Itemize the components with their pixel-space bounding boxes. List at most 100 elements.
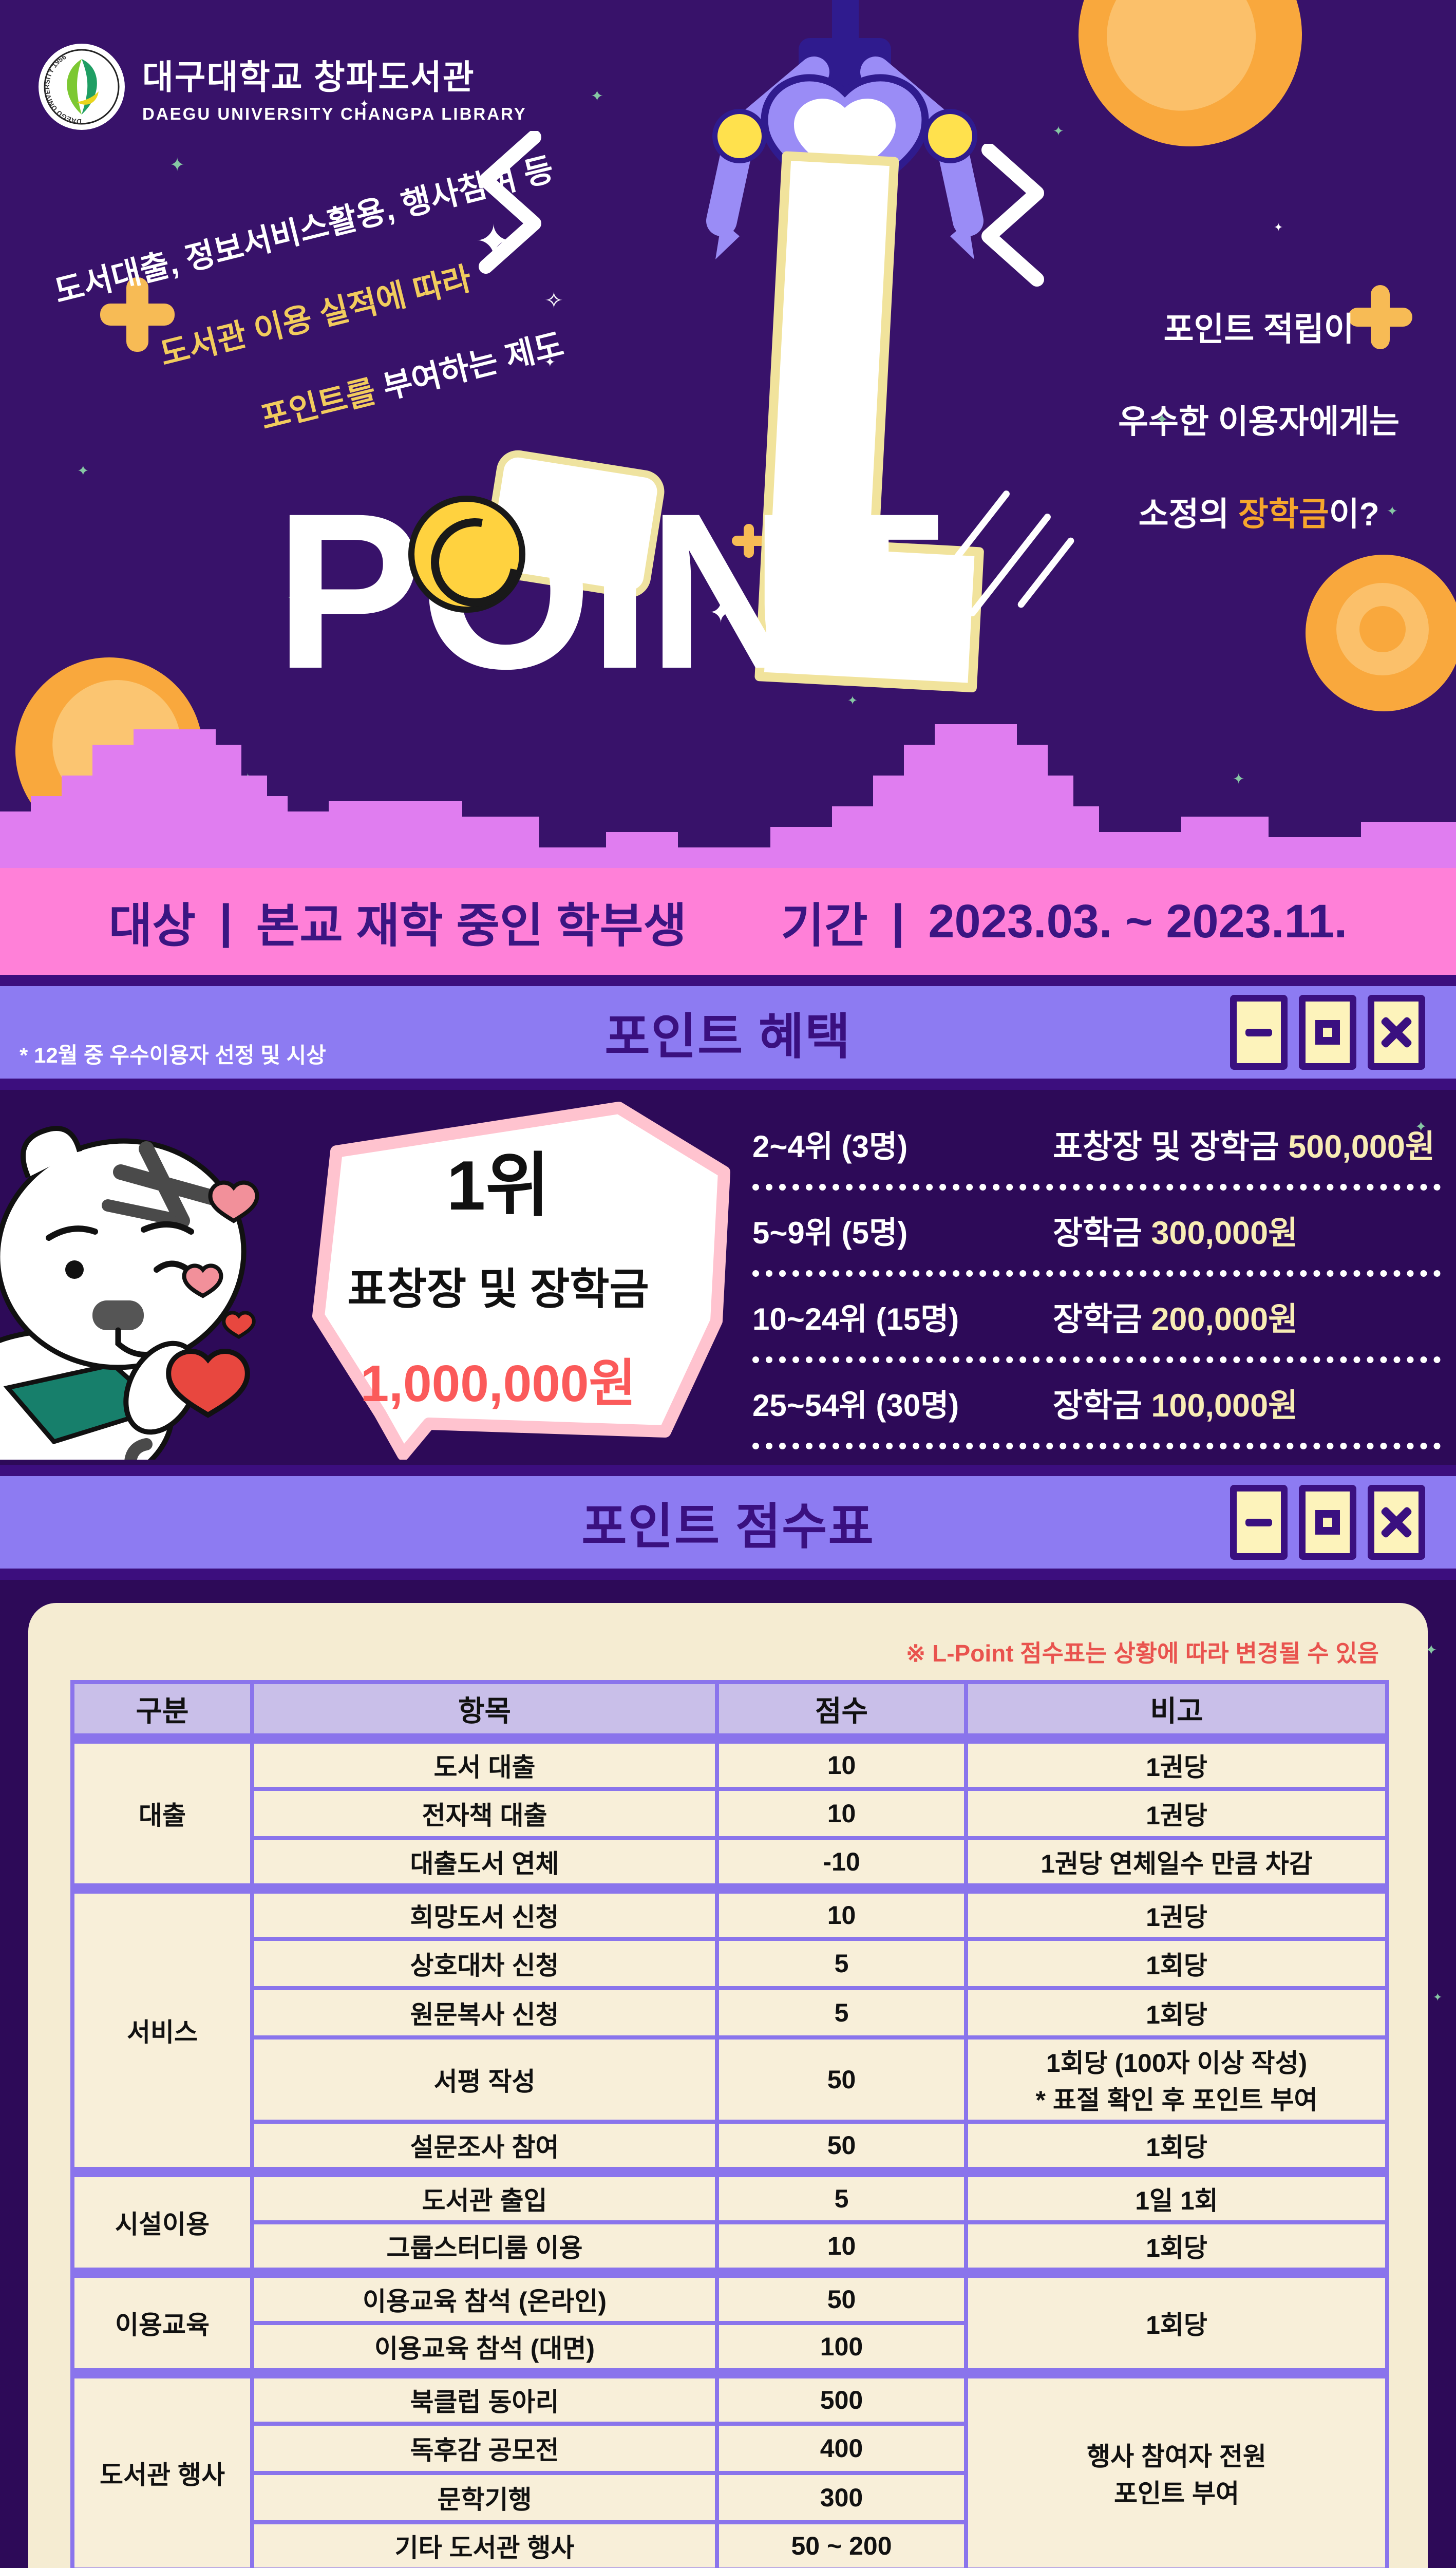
score-section: ✦ ✦ ✦ ✦ ※ L-Point 점수표는 상황에 따라 변경될 수 있음 구…: [0, 1580, 1456, 2568]
table-row: 전자책 대출 10 1권당: [72, 1787, 1389, 1840]
period-group: 기간 | 2023.03. ~ 2023.11.: [781, 888, 1347, 956]
intro-line: 포인트 적립이: [1163, 311, 1354, 348]
rank-row: 2~4위 (3명) 표창장 및 장학금 500,000원: [752, 1104, 1441, 1191]
divider: |: [891, 895, 905, 948]
star-icon: ✦: [1387, 503, 1398, 519]
minimize-icon: [1245, 1518, 1272, 1526]
hero-section: ✦ ✦ ✦ ✦ ✦ ✦ ✦ ✦ ✦ ✦ ✦ ✦ ✦ DAEGU UNIVERSI…: [0, 0, 1456, 868]
target-label: 대상: [108, 899, 196, 952]
star-icon: ✦: [360, 98, 369, 110]
first-prize: 표창장 및 장학금: [347, 1264, 649, 1313]
orange-coin-icon: [1049, 0, 1331, 176]
window-controls: [1230, 995, 1425, 1070]
benefits-window-title: 포인트 혜택: [604, 1009, 852, 1065]
score-table-panel: ※ L-Point 점수표는 상황에 따라 변경될 수 있음 구분 항목 점수 …: [28, 1603, 1428, 2568]
table-row: 문학기행 300: [72, 2471, 1387, 2524]
category-cell: 대출: [70, 1733, 254, 1891]
period-value: 2023.03. ~ 2023.11.: [928, 895, 1348, 948]
category-cell: 시설이용: [70, 2167, 254, 2275]
star-icon: ✦: [1053, 123, 1064, 139]
library-logo: DAEGU UNIVERSITY 1956 대구대학교 창파도서관 DAEGU …: [39, 44, 527, 130]
plus-icon: [100, 277, 175, 352]
star-icon: ✦: [1233, 771, 1245, 787]
maximize-button[interactable]: [1299, 1485, 1356, 1560]
table-row: 기타 도서관 행사 50 ~ 200: [72, 2520, 1387, 2568]
table-row: 서비스 희망도서 신청 10 1권당: [70, 1883, 1389, 2174]
maximize-button[interactable]: [1299, 995, 1356, 1070]
tiger-mascot: [0, 1126, 259, 1460]
star-icon: ✦: [77, 463, 89, 479]
badge-shape: [312, 1102, 730, 1461]
close-icon: [1382, 1017, 1411, 1047]
intro-line: 소정의 장학금이?: [1138, 496, 1379, 533]
divider: |: [219, 895, 233, 948]
sparkle-icon: ✧: [544, 288, 563, 313]
rankings-list: 2~4위 (3명) 표창장 및 장학금 500,000원 5~9위 (5명) 장…: [752, 1104, 1441, 1449]
table-row: 설문조사 참여 50 1회당: [72, 2120, 1389, 2174]
letter-L: [754, 151, 984, 692]
table-row: 서평 작성 50 1회당 (100자 이상 작성) * 표절 확인 후 포인트 부여: [72, 2035, 1389, 2124]
first-place-badge: 1위 표창장 및 장학금 1,000,000원: [259, 1095, 747, 1461]
table-row: 도서관 행사 북클럽 동아리 500 행사 참여자 전원 포인트 부여: [70, 2368, 1389, 2568]
star-icon: ✦: [1156, 411, 1169, 428]
col-header: 비고: [964, 1680, 1389, 1741]
benefits-window-header: 포인트 혜택 * 12월 중 우수이용자 선정 및 시상: [0, 975, 1456, 1090]
rank-row: 5~9위 (5명) 장학금 300,000원: [752, 1191, 1441, 1277]
close-button[interactable]: [1368, 1485, 1425, 1560]
score-table: 구분 항목 점수 비고 대출 도서 대출 10 1권당 전자책 대출 10 1권당 대출…: [70, 1680, 1389, 2568]
zigzag-icon: [479, 131, 541, 274]
intro-right-text: 포인트 적립이 우수한 이용자에게는 소정의 장학금이?: [1118, 303, 1400, 580]
star-icon: ✦: [847, 694, 858, 708]
gold-coin-icon: [408, 496, 525, 613]
benefits-section: ✦ ✦: [0, 1090, 1456, 1465]
col-header: 항목: [250, 1680, 719, 1741]
minimize-icon: [1245, 1028, 1272, 1036]
close-button[interactable]: [1368, 995, 1425, 1070]
period-label: 기간: [781, 899, 868, 952]
table-row: 상호대차 신청 5 1회당: [72, 1937, 1389, 1990]
score-table-note: ※ L-Point 점수표는 상황에 따라 변경될 수 있음: [905, 1640, 1379, 1667]
table-row: 독후감 공모전 400: [72, 2422, 1387, 2475]
first-rank: 1위: [446, 1146, 550, 1224]
category-cell: 도서관 행사: [70, 2368, 254, 2568]
orange-coin-icon: [1306, 555, 1456, 711]
minimize-button[interactable]: [1230, 1485, 1288, 1560]
target-value: 본교 재학 중인 학부생: [256, 899, 687, 952]
category-cell: 이용교육: [70, 2268, 254, 2375]
benefits-note: * 12월 중 우수이용자 선정 및 시상: [20, 1043, 326, 1067]
zigzag-icon: [981, 144, 1044, 287]
plus-icon: [732, 524, 766, 558]
seal-leaf-icon: DAEGU UNIVERSITY 1956: [43, 49, 120, 125]
eligibility-bar: 대상 | 본교 재학 중인 학부생 기간 | 2023.03. ~ 2023.1…: [0, 868, 1456, 975]
star-icon: ✦: [591, 88, 604, 105]
star-icon: ✦: [1425, 1642, 1438, 1658]
star-icon: ✦: [1415, 1119, 1427, 1135]
score-window-title: 포인트 점수표: [581, 1499, 875, 1555]
maximize-icon: [1315, 1510, 1340, 1535]
table-row: 대출 도서 대출 10 1권당: [70, 1733, 1389, 1891]
sparkle-icon: ✦: [475, 217, 513, 266]
logo-subtitle: DAEGU UNIVERSITY CHANGPA LIBRARY: [142, 104, 527, 123]
minimize-button[interactable]: [1230, 995, 1288, 1070]
table-row: 시설이용 도서관 출입 5 1일 1회: [70, 2167, 1389, 2275]
intro-line: 우수한 이용자에게는: [1118, 403, 1400, 440]
target-group: 대상 | 본교 재학 중인 학부생: [109, 888, 687, 956]
merged-remark-cell: 행사 참여자 전원 포인트 부여: [964, 2368, 1389, 2568]
table-row: 그룹스터디룸 이용 10 1회당: [72, 2220, 1389, 2275]
window-controls: [1230, 1485, 1425, 1560]
table-row: 이용교육 참석 (대면) 100: [72, 2321, 1387, 2375]
star-icon: ✦: [1274, 221, 1283, 234]
star-icon: ✦: [169, 154, 185, 175]
merged-remark-cell: 1회당: [964, 2268, 1389, 2375]
col-header: 구분: [70, 1680, 254, 1741]
table-row: 대출도서 연체 -10 1권당 연체일수 만큼 차감: [72, 1836, 1389, 1891]
close-icon: [1382, 1507, 1411, 1537]
table-row: 원문복사 신청 5 1회당: [72, 1986, 1389, 2040]
score-window-header: 포인트 점수표: [0, 1465, 1456, 1580]
table-row: 이용교육 이용교육 참석 (온라인) 50 1회당: [70, 2268, 1389, 2375]
star-icon: ✦: [288, 591, 298, 605]
university-seal-icon: DAEGU UNIVERSITY 1956: [39, 44, 125, 130]
logo-title: 대구대학교 창파도서관: [142, 58, 475, 96]
category-cell: 서비스: [70, 1883, 254, 2174]
